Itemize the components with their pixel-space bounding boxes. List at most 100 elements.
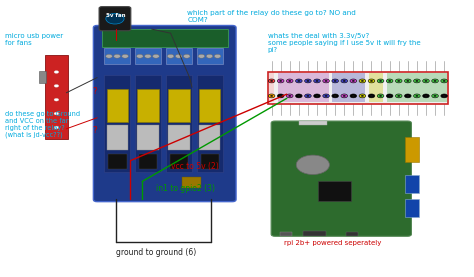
Circle shape: [414, 79, 420, 83]
Circle shape: [432, 94, 438, 98]
Circle shape: [323, 79, 329, 83]
Circle shape: [137, 54, 143, 58]
Circle shape: [288, 80, 291, 82]
Circle shape: [416, 80, 419, 82]
Bar: [104, 48, 130, 64]
Circle shape: [325, 95, 328, 97]
Circle shape: [361, 95, 364, 97]
Circle shape: [443, 95, 446, 97]
Circle shape: [270, 95, 273, 97]
Circle shape: [404, 94, 411, 98]
Circle shape: [341, 94, 347, 98]
Bar: [45, 55, 68, 138]
Bar: [170, 154, 188, 169]
Circle shape: [54, 71, 59, 73]
Text: rpi 2b+ powered seperately: rpi 2b+ powered seperately: [284, 240, 382, 246]
Bar: [332, 73, 365, 102]
Text: whats the deal with 3.3v/5v?
some people saying if I use 5v it will fry the
pi?: whats the deal with 3.3v/5v? some people…: [268, 33, 420, 53]
Bar: [278, 73, 329, 102]
Circle shape: [297, 80, 300, 82]
Circle shape: [332, 79, 338, 83]
Circle shape: [361, 80, 364, 82]
Circle shape: [406, 80, 409, 82]
Bar: [346, 232, 358, 236]
Bar: [166, 48, 192, 64]
Circle shape: [423, 94, 429, 98]
Circle shape: [307, 95, 310, 97]
FancyBboxPatch shape: [93, 25, 236, 202]
Bar: [102, 29, 228, 47]
Circle shape: [316, 80, 319, 82]
Circle shape: [441, 79, 447, 83]
Circle shape: [377, 79, 384, 83]
Circle shape: [370, 80, 373, 82]
Circle shape: [395, 79, 402, 83]
Circle shape: [279, 80, 282, 82]
Circle shape: [316, 95, 319, 97]
Circle shape: [288, 95, 291, 97]
Bar: [269, 73, 274, 102]
Circle shape: [388, 95, 391, 97]
Bar: [387, 73, 447, 102]
Circle shape: [268, 79, 275, 83]
Circle shape: [388, 80, 391, 82]
Circle shape: [332, 94, 338, 98]
Circle shape: [334, 80, 337, 82]
Circle shape: [386, 94, 393, 98]
Circle shape: [416, 95, 419, 97]
Bar: [318, 181, 351, 201]
Circle shape: [54, 112, 59, 115]
Circle shape: [122, 54, 128, 58]
Circle shape: [314, 94, 320, 98]
Circle shape: [297, 95, 300, 97]
Bar: [135, 75, 161, 172]
Bar: [280, 232, 292, 236]
Circle shape: [395, 94, 402, 98]
Circle shape: [379, 95, 382, 97]
Circle shape: [325, 80, 328, 82]
Circle shape: [432, 79, 438, 83]
Circle shape: [397, 95, 400, 97]
Bar: [168, 89, 190, 122]
Circle shape: [307, 80, 310, 82]
Bar: [199, 125, 220, 150]
Circle shape: [341, 79, 347, 83]
Circle shape: [277, 79, 284, 83]
Circle shape: [286, 79, 293, 83]
Circle shape: [183, 54, 190, 58]
Text: ?: ?: [92, 87, 97, 96]
Circle shape: [175, 54, 182, 58]
Text: 5v fan: 5v fan: [106, 13, 126, 18]
Circle shape: [206, 54, 213, 58]
Circle shape: [352, 80, 355, 82]
Bar: [182, 177, 201, 188]
Text: ?: ?: [92, 126, 97, 135]
Circle shape: [434, 80, 437, 82]
Circle shape: [270, 80, 273, 82]
Circle shape: [359, 79, 366, 83]
Bar: [201, 154, 219, 169]
Circle shape: [279, 95, 282, 97]
Circle shape: [352, 95, 355, 97]
Circle shape: [350, 79, 356, 83]
Circle shape: [296, 155, 329, 175]
Bar: [199, 89, 220, 122]
Circle shape: [153, 54, 159, 58]
Bar: [137, 89, 159, 122]
Circle shape: [406, 95, 409, 97]
Circle shape: [314, 79, 320, 83]
Bar: [268, 72, 448, 104]
FancyBboxPatch shape: [99, 7, 131, 31]
Circle shape: [370, 95, 373, 97]
Bar: [104, 75, 130, 172]
Circle shape: [425, 80, 428, 82]
Bar: [303, 231, 326, 236]
Circle shape: [214, 54, 221, 58]
Circle shape: [106, 54, 112, 58]
Text: vcc to 5v (2): vcc to 5v (2): [171, 162, 219, 171]
Circle shape: [443, 80, 446, 82]
Circle shape: [295, 94, 302, 98]
Circle shape: [359, 94, 366, 98]
Circle shape: [386, 79, 393, 83]
Circle shape: [54, 126, 59, 129]
